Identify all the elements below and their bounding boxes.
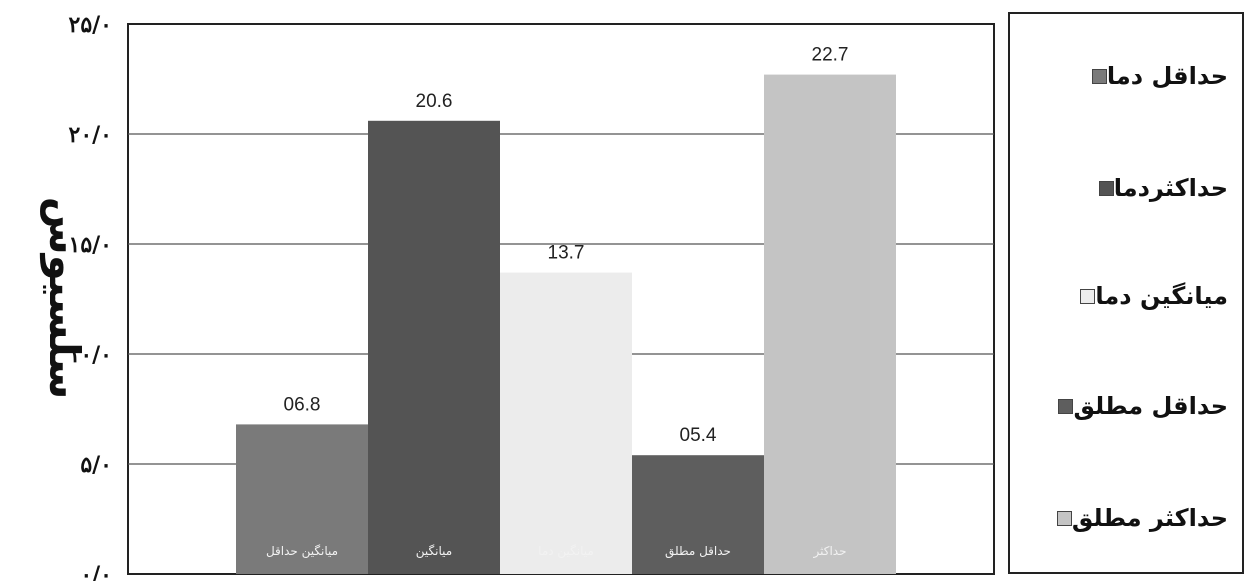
legend-swatch [1091,68,1107,84]
legend-item: میانگین دما [1074,282,1228,310]
category-label: میانگین دما [538,544,594,559]
bar [764,74,896,574]
y-tick-label: ۲۰/۰ [69,122,112,148]
y-tick-label: ۰/۰ [80,562,112,581]
legend-label: حداقل مطلق [1073,392,1228,420]
y-axis-ticks: ۰/۰ ۵/۰ ۱۰/۰ ۱۵/۰ ۲۰/۰ ۲۵/۰ [69,12,112,581]
bar [368,120,500,575]
y-axis-label: سلسیوس [39,197,89,400]
legend-label: حداقل دما [1106,62,1228,90]
legend: حداقل دما حداکثردما میانگین دما حداقل مطلق ح… [1008,12,1244,574]
data-label: 13.7 [548,243,585,264]
legend-item: حداکثردما [1093,174,1228,202]
legend-item: حداقل مطلق [1052,392,1228,420]
legend-swatch [1056,510,1072,526]
legend-label: حداکثر مطلق [1071,504,1228,532]
data-label: 20.6 [416,91,453,112]
legend-swatch [1058,398,1074,414]
legend-item: حداقل دما [1086,62,1228,90]
legend-item: حداکثر مطلق [1051,504,1228,532]
bar [236,424,368,574]
chart: 06.8 میانگین حداقل 20.6 میانگین 13.7 میانگین … [39,12,995,581]
bars: 06.8 میانگین حداقل 20.6 میانگین 13.7 میانگین … [236,45,896,575]
category-label: میانگین [416,544,452,559]
data-label: 05.4 [680,425,717,446]
category-label: حداقل مطلق [665,544,731,559]
category-label: میانگین حداقل [266,544,338,559]
category-label: حداکثر [812,544,846,559]
legend-swatch [1098,180,1114,196]
y-tick-label: ۵/۰ [80,452,112,478]
data-label: 06.8 [284,394,321,415]
legend-label: میانگین دما [1095,282,1228,310]
y-tick-label: ۱۰/۰ [69,342,112,368]
legend-label: حداکثردما [1113,174,1228,202]
y-tick-label: ۱۵/۰ [69,232,112,258]
bar [500,272,632,574]
data-label: 22.7 [812,45,849,66]
y-tick-label: ۲۵/۰ [69,12,112,38]
legend-swatch [1080,288,1096,304]
bar [632,455,764,574]
